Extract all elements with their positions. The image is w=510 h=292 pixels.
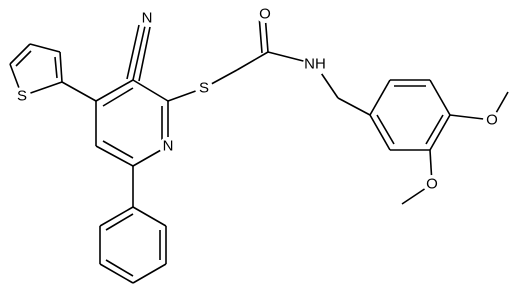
bond [61,81,97,102]
bond [99,263,134,284]
atom-label: S [17,88,27,105]
bond [138,26,151,82]
bond [102,140,134,159]
bond [258,14,263,54]
atom-label: O [259,6,271,23]
bond [59,51,63,83]
bond [337,97,371,116]
bond [54,56,58,79]
bond [425,114,444,145]
bond [95,145,134,167]
atom-label: N [163,138,174,155]
label-backgrounds [13,5,501,193]
bond [132,263,167,284]
bond [429,114,451,151]
bond [132,206,167,227]
bond [376,114,395,145]
bond [132,79,169,102]
atom-label: O [426,176,438,193]
bond [15,50,32,67]
bond [369,114,391,151]
bond [95,79,134,102]
bond [99,206,134,227]
bond [105,259,134,277]
atom-label: N [142,10,153,27]
bond [9,43,31,65]
bond [369,79,391,116]
bond [429,79,451,116]
bond [29,43,61,53]
bond [132,25,146,81]
bond [236,51,269,71]
bond [105,213,134,231]
atom-label: S [199,80,209,97]
bonds [9,13,509,284]
atom-label: O [486,112,498,129]
bond [126,24,140,80]
bond [102,87,134,107]
atom-label: NH [304,56,326,73]
